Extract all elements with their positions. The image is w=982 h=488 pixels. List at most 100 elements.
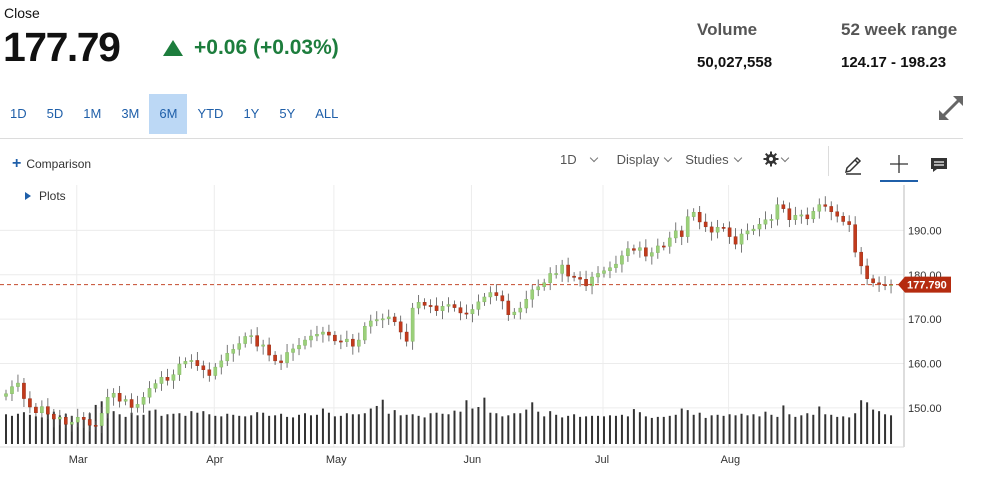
volume-bar [668,415,671,444]
volume-bar [704,417,707,444]
range-label: 52 week range [841,20,958,39]
candle [147,388,152,398]
volume-bar [501,416,504,444]
crosshair-icon [890,155,908,173]
volume-bar [387,413,390,444]
candle [351,338,355,347]
price-change-value: +0.06 (+0.03%) [194,36,339,59]
settings-dropdown[interactable] [763,151,789,167]
candle [159,377,164,384]
plots-label: Plots [39,189,66,203]
chevron-down-icon [664,153,673,162]
display-dropdown[interactable]: Display [617,152,673,167]
chevron-down-icon [733,153,742,162]
volume-bar [202,411,205,444]
interval-dropdown[interactable]: 1D [560,152,598,167]
volume-bar [477,407,480,444]
volume-bar [393,410,396,444]
candle [614,263,618,268]
expand-icon[interactable] [937,94,965,122]
range-5y[interactable]: 5Y [279,106,296,121]
candle [638,247,642,251]
candle [656,245,660,253]
volume-bar [567,415,570,444]
candle [129,399,134,408]
volume-bar [872,409,875,444]
candle [111,393,116,398]
range-1m[interactable]: 1M [83,106,102,121]
candle [327,331,331,336]
candle [554,273,558,275]
candle [548,273,552,283]
volume-bar [597,415,600,444]
volume-bar [280,413,283,444]
candle [536,286,541,291]
volume-bar [608,415,611,444]
caret-right-icon [25,192,31,200]
candle [165,377,170,381]
draw-tool[interactable] [834,148,872,182]
range-1y[interactable]: 1Y [243,106,260,121]
plots-toggle[interactable]: Plots [25,189,66,203]
volume-bar [890,415,893,444]
plus-icon: + [12,155,22,172]
candle [470,309,475,315]
comparison-button[interactable]: + Comparison [12,155,91,172]
volume-bar [22,412,25,444]
volume-bar [357,414,360,444]
candle [835,211,840,217]
volume-bar [824,414,827,444]
candle [58,417,62,420]
candle [458,307,463,314]
last-price-badge [898,276,951,293]
volume-bar [64,413,67,444]
candle [727,227,732,237]
range-3m[interactable]: 3M [121,106,140,121]
studies-dropdown[interactable]: Studies [685,152,742,167]
volume-bar [740,413,743,444]
crosshair-tool[interactable] [880,148,918,182]
range-all[interactable]: ALL [315,106,339,121]
candle [464,312,469,315]
volume-bar [638,412,641,444]
candle [488,292,493,298]
candle [446,304,451,307]
range-6m[interactable]: 6M [149,94,188,134]
range-5d[interactable]: 5D [46,106,64,121]
volume-bar [692,414,695,444]
comment-tool[interactable] [920,148,958,182]
candle [237,343,242,350]
candle [482,296,487,303]
price-chart[interactable]: 190.00180.00170.00160.00150.00177.790Mar… [0,185,982,488]
volume-bar [106,412,109,444]
volume-bar [327,412,330,444]
candle [823,204,828,207]
candle [560,264,564,274]
volume-bar [836,416,839,444]
volume-bar [537,411,540,444]
range-1d[interactable]: 1D [10,106,27,121]
candle [183,361,188,365]
candle [69,421,74,425]
candle [345,338,349,342]
volume-bar [40,417,43,444]
volume-bar [154,409,157,444]
volume-stat: Volume 50,027,558 [697,20,772,71]
candle [841,215,845,222]
candle [853,224,857,253]
range-ytd[interactable]: YTD [197,106,224,121]
candle [52,413,56,420]
chevron-down-icon [780,153,789,162]
candle [213,366,218,376]
candle [368,320,373,327]
candle [476,301,481,310]
volume-bar [674,414,677,444]
volume-bar [238,415,241,444]
candle [243,336,248,344]
volume-bar [710,415,713,444]
candle [189,360,194,362]
candle [99,413,104,426]
chart-toolbar: 1D Display Studies [560,151,802,167]
candle [787,208,792,220]
candle [28,398,32,408]
